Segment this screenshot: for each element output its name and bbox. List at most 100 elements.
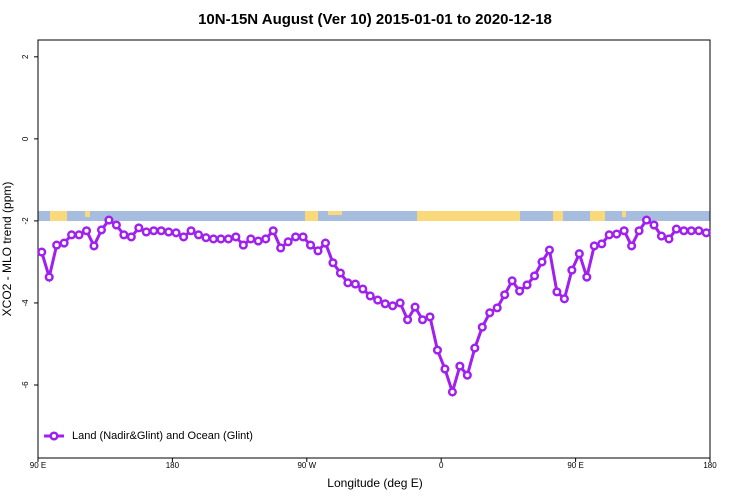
- data-point: [283, 237, 293, 247]
- y-tick-label: -4: [21, 299, 30, 307]
- data-point: [149, 226, 159, 236]
- y-axis-label: XCO2 - MLO trend (ppm): [0, 182, 14, 317]
- data-point: [447, 387, 457, 397]
- data-point: [417, 315, 428, 325]
- data-point: [350, 279, 360, 289]
- data-point: [597, 239, 607, 249]
- data-point: [358, 284, 368, 294]
- data-point: [164, 227, 174, 237]
- data-point: [208, 234, 219, 244]
- data-point: [96, 225, 107, 235]
- data-point: [425, 312, 435, 322]
- data-point: [52, 240, 62, 250]
- data-point: [567, 265, 577, 275]
- data-point: [253, 236, 263, 246]
- data-point: [223, 234, 233, 244]
- data-point: [455, 361, 465, 371]
- land-band: [417, 211, 520, 221]
- x-tick-label: 180: [166, 461, 180, 470]
- data-point: [74, 230, 84, 240]
- data-point: [440, 364, 450, 374]
- data-point: [186, 226, 196, 236]
- data-point: [373, 295, 383, 305]
- data-point: [246, 234, 256, 244]
- data-point: [276, 243, 286, 253]
- data-point: [604, 230, 614, 240]
- data-point: [634, 226, 644, 236]
- x-tick-label: 0: [439, 461, 444, 470]
- data-point: [81, 226, 92, 236]
- data-point: [268, 226, 278, 236]
- data-point: [134, 223, 144, 233]
- data-point: [291, 232, 301, 242]
- data-point: [89, 241, 99, 251]
- data-point: [574, 249, 584, 259]
- data-point: [492, 303, 502, 313]
- data-point: [403, 315, 413, 325]
- land-band: [590, 211, 605, 221]
- data-point: [656, 231, 667, 241]
- plot-frame: [37, 39, 711, 459]
- data-point: [305, 240, 316, 250]
- data-point: [470, 343, 480, 353]
- data-point: [589, 241, 599, 251]
- data-point: [179, 232, 189, 242]
- land-band: [328, 211, 342, 215]
- y-tick-label: 2: [21, 54, 30, 59]
- data-point: [582, 272, 592, 282]
- x-tick-label: 90 E: [567, 461, 583, 470]
- data-point: [641, 215, 652, 225]
- data-point: [686, 226, 696, 236]
- data-point: [679, 226, 689, 236]
- data-point: [380, 299, 390, 309]
- data-point: [477, 322, 487, 332]
- data-point: [619, 226, 629, 236]
- data-point: [500, 290, 510, 300]
- data-point: [231, 232, 241, 242]
- x-tick-label: 180: [703, 461, 717, 470]
- data-point: [694, 226, 704, 236]
- data-point: [156, 226, 166, 236]
- data-point: [104, 215, 114, 225]
- data-point: [335, 268, 345, 278]
- x-axis-label: Longitude (deg E): [327, 476, 422, 490]
- data-point: [485, 308, 495, 318]
- data-point: [612, 229, 622, 239]
- data-point: [671, 224, 681, 234]
- data-point: [119, 230, 129, 240]
- y-tick-label: -2: [21, 217, 30, 225]
- data-point: [395, 298, 405, 308]
- data-point: [701, 228, 711, 238]
- land-mask: [38, 211, 710, 221]
- x-tick-label: 90 W: [297, 461, 316, 470]
- y-tick-label: -6: [21, 381, 30, 389]
- data-point: [552, 287, 562, 297]
- data-point: [328, 258, 338, 268]
- data-point: [388, 301, 398, 311]
- legend-label: Land (Nadir&Glint) and Ocean (Glint): [72, 430, 253, 442]
- data-point: [171, 228, 181, 238]
- data-point: [298, 232, 308, 242]
- x-tick-label: 90 E: [30, 461, 46, 470]
- ocean-band: [38, 211, 710, 221]
- data-point: [216, 234, 226, 244]
- data-point: [59, 238, 69, 248]
- data-point: [67, 230, 77, 240]
- data-point: [44, 272, 54, 282]
- data-point: [507, 276, 517, 286]
- land-band: [50, 211, 67, 221]
- data-point: [126, 232, 136, 242]
- data-point: [410, 302, 420, 312]
- land-band: [622, 211, 626, 217]
- data-point: [559, 294, 569, 304]
- data-line: [40, 218, 707, 398]
- data-point: [261, 234, 271, 244]
- data-point: [627, 241, 637, 251]
- data-point: [111, 220, 121, 230]
- data-point: [201, 233, 211, 243]
- data-point: [320, 238, 331, 248]
- data-point: [462, 370, 472, 380]
- legend-marker: [49, 431, 59, 441]
- chart-title: 10N-15N August (Ver 10) 2015-01-01 to 20…: [198, 11, 552, 28]
- data-point: [141, 227, 151, 237]
